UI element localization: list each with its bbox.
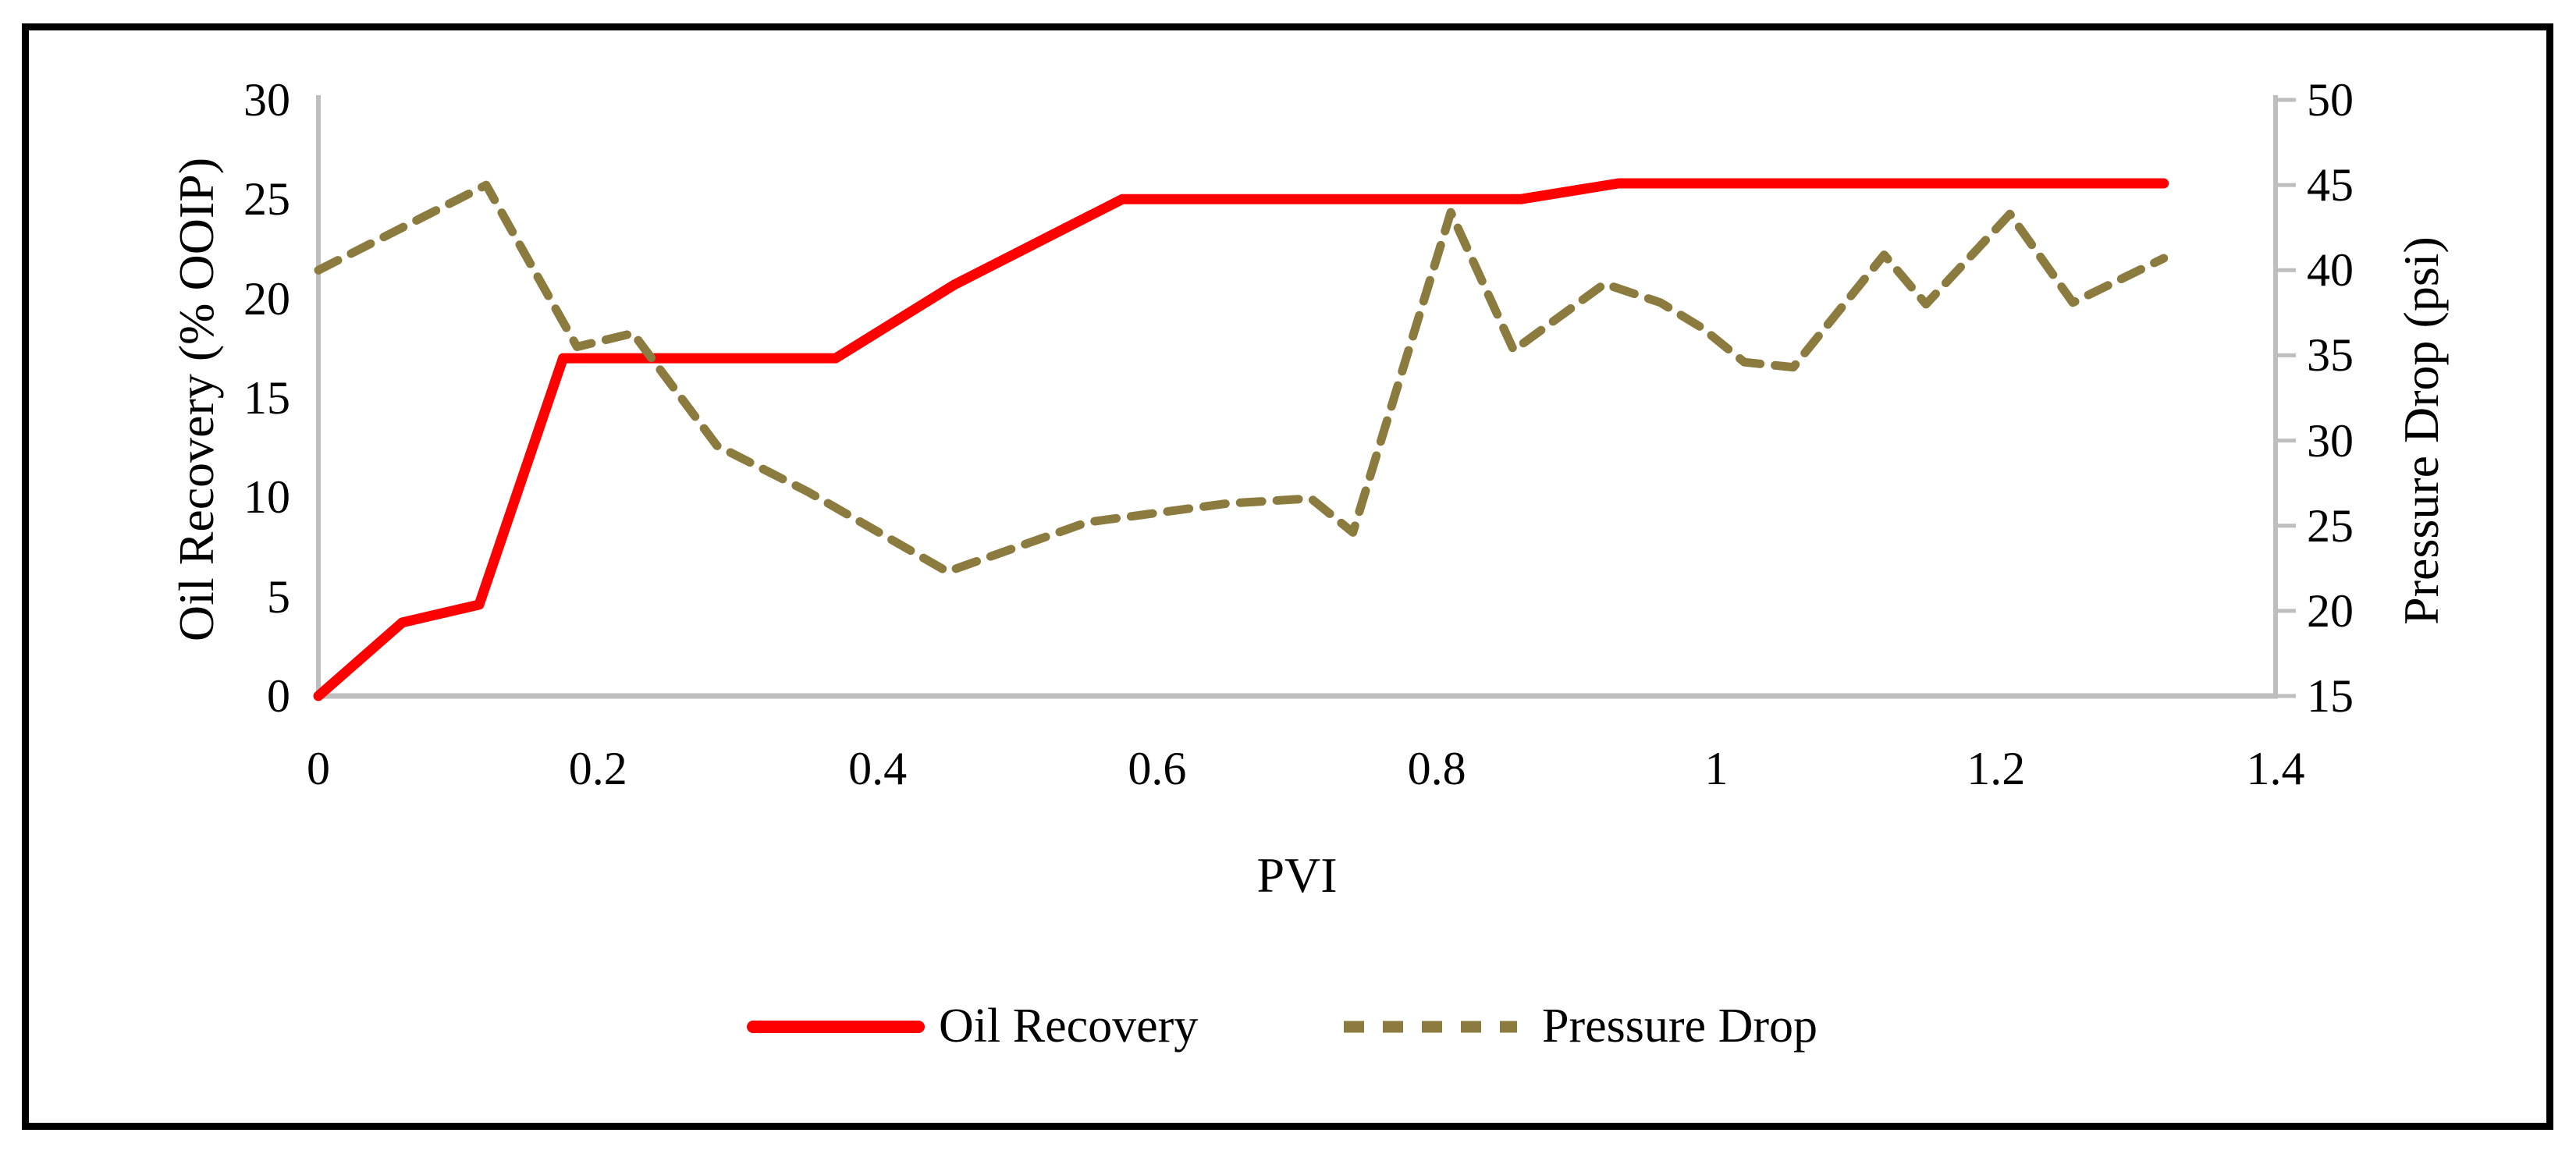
legend-oil-recovery-label: Oil Recovery [939, 1000, 1199, 1053]
oil-recovery-line [313, 178, 2169, 701]
x-tick-label: 0.2 [568, 743, 627, 794]
legend-pressure-drop-label: Pressure Drop [1542, 1000, 1817, 1053]
y-right-tick-label: 35 [2307, 329, 2354, 382]
y-axis-right-title: Pressure Drop (psi) [2393, 236, 2449, 625]
y-right-tick-label: 25 [2307, 499, 2354, 552]
x-tick-label: 0 [307, 743, 330, 794]
y-right-tick-label: 45 [2307, 159, 2354, 211]
y-right-tick-label: 40 [2307, 244, 2354, 296]
x-tick-label: 0.4 [848, 743, 908, 794]
x-tick-label: 1.2 [1967, 743, 2026, 794]
y-left-tick-label: 30 [243, 74, 290, 126]
y-right-tick-label: 50 [2307, 74, 2354, 126]
pressure-drop-line [314, 180, 2169, 577]
y-left-tick-label: 20 [243, 272, 290, 325]
figure-border-frame [22, 23, 2553, 1130]
y-left-tick-label: 15 [243, 372, 290, 424]
x-tick-label: 0.6 [1128, 743, 1187, 794]
x-tick-label: 0.8 [1407, 743, 1466, 794]
y-right-tick-label: 20 [2307, 584, 2354, 637]
legend-oil-recovery-swatch [747, 1021, 925, 1033]
x-axis-title: PVI [1256, 847, 1338, 903]
y-right-tick-label: 15 [2307, 670, 2354, 722]
y-axis-left-title: Oil Recovery (% OOIP) [169, 157, 224, 642]
y-left-tick-label: 25 [243, 173, 290, 225]
x-tick-label: 1.4 [2246, 743, 2305, 794]
x-tick-label: 1 [1704, 743, 1729, 794]
y-left-tick-label: 0 [267, 670, 290, 722]
legend-pressure-drop-swatch [1344, 1021, 1517, 1033]
y-left-tick-label: 10 [243, 471, 290, 524]
y-right-tick-label: 30 [2307, 414, 2354, 467]
y-left-tick-label: 5 [267, 570, 290, 623]
